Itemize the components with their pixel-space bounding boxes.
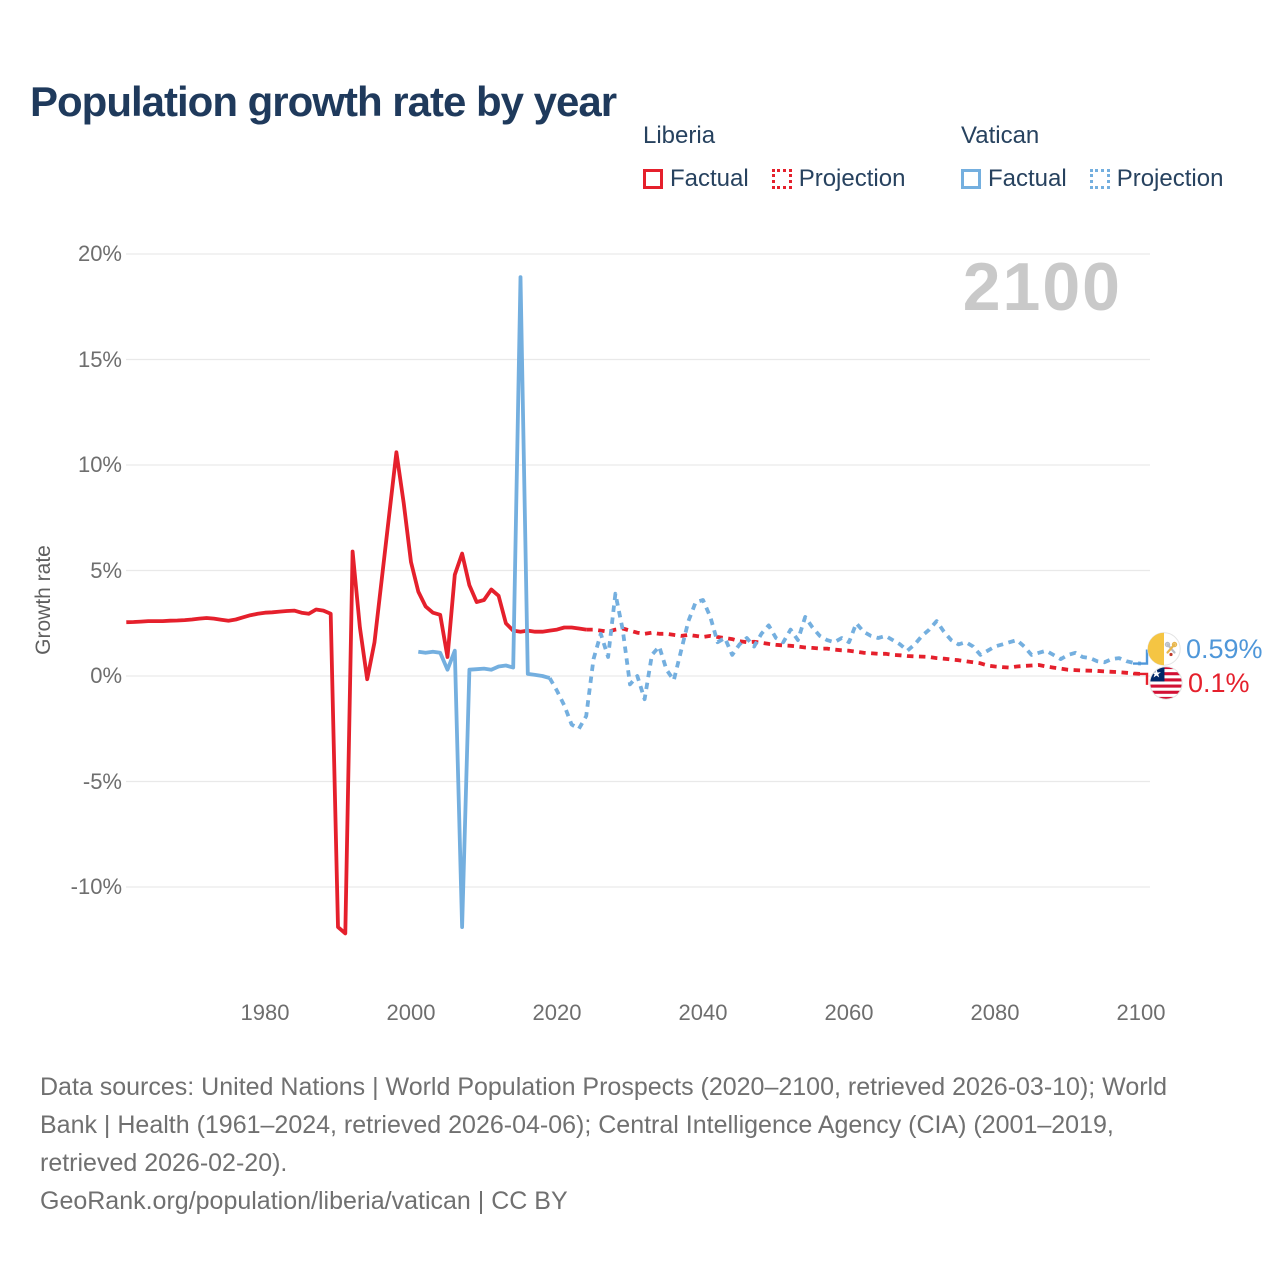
attribution-line: GeoRank.org/population/liberia/vatican |… <box>40 1187 568 1215</box>
liberia-end-label: 0.1% <box>1149 666 1250 700</box>
liberia-connector <box>1133 672 1149 685</box>
vatican-factual-line <box>418 275 551 929</box>
legend-group-liberia: Liberia Factual Projection <box>643 122 921 193</box>
liberia-factual-swatch-icon <box>643 169 663 189</box>
watermark-year: 2100 <box>962 249 1122 325</box>
y-tick-label: -5% <box>82 768 122 794</box>
x-tick-label: 2060 <box>824 1000 874 1025</box>
y-tick-label: 15% <box>77 346 122 372</box>
legend-row-liberia: Factual Projection <box>643 165 921 193</box>
x-tick-label: 2080 <box>970 1000 1020 1025</box>
x-tick-label: 2100 <box>1116 1000 1166 1025</box>
y-tick-label: 5% <box>90 557 122 583</box>
liberia-projection-label: Projection <box>798 165 906 192</box>
liberia-projection-swatch-icon <box>771 169 792 189</box>
legend-country-liberia: Liberia <box>643 122 716 149</box>
y-tick-label: 10% <box>77 452 122 477</box>
data-sources-line: Data sources: United Nations | World Pop… <box>40 1073 1168 1101</box>
y-axis-title: Growth rate <box>32 545 55 655</box>
liberia-flag-icon <box>1149 666 1183 700</box>
y-tick-label: 0% <box>90 663 122 688</box>
liberia-end-value: 0.1% <box>1188 667 1250 698</box>
liberia-factual-line <box>126 450 587 936</box>
vatican-projection-label: Projection <box>1116 165 1224 192</box>
y-tick-label: 20% <box>77 241 122 266</box>
liberia-factual-label: Factual <box>670 165 749 192</box>
vatican-flag-icon <box>1147 632 1181 666</box>
vatican-factual-label: Factual <box>988 165 1067 192</box>
vatican-projection-swatch-icon <box>1089 169 1110 189</box>
x-tick-label: 2000 <box>386 1000 436 1025</box>
vatican-end-value: 0.59% <box>1186 633 1263 664</box>
data-sources: Data sources: United Nations | World Pop… <box>40 1068 1167 1220</box>
data-sources-line: Bank | Health (1961–2024, retrieved 2026… <box>40 1111 1114 1139</box>
vatican-projection-line <box>548 591 1142 731</box>
x-tick-label: 2020 <box>532 1000 582 1025</box>
liberia-projection-line <box>586 626 1142 676</box>
x-tick-label: 2040 <box>678 1000 728 1025</box>
legend-country-vatican: Vatican <box>961 122 1040 149</box>
legend-group-vatican: Vatican Factual Projection <box>961 122 1239 193</box>
y-tick-label: -10% <box>70 874 122 899</box>
vatican-connector <box>1133 649 1149 665</box>
vatican-factual-swatch-icon <box>961 169 981 189</box>
legend-row-vatican: Factual Projection <box>961 165 1239 193</box>
data-sources-line: retrieved 2026-02-20). <box>40 1149 288 1177</box>
page-title: Population growth rate by year <box>30 78 617 126</box>
x-tick-label: 1980 <box>240 1000 290 1025</box>
vatican-end-label: 0.59% <box>1147 632 1263 666</box>
